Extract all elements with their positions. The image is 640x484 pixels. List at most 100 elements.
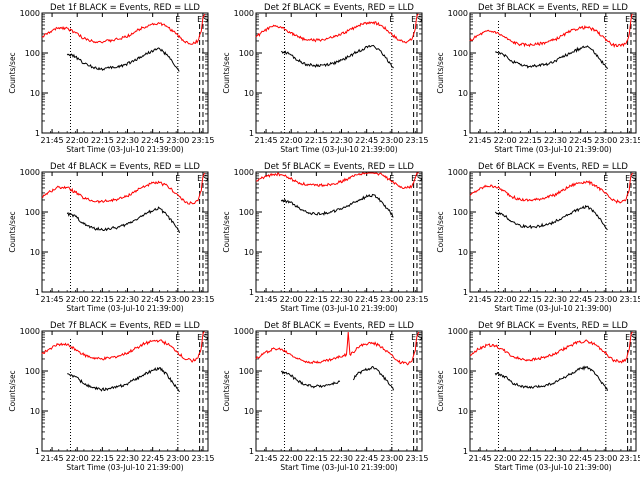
series-line-events — [280, 193, 394, 218]
marker-label: E — [175, 333, 180, 342]
panel-title: Det 2f BLACK = Events, RED = LLD — [264, 3, 414, 13]
x-tick-label: 21:45 — [469, 136, 492, 145]
axes-frame — [255, 330, 423, 452]
x-axis-label: Start Time (03-Jul-10 21:39:00) — [280, 463, 397, 472]
x-tick-label: 22:15 — [519, 454, 542, 463]
y-axis-label: Counts/sec — [8, 52, 17, 93]
y-tick-label: 10 — [458, 407, 468, 416]
y-tick-label: 1000 — [234, 327, 254, 336]
axes-frame — [255, 12, 423, 134]
series-line-lld — [255, 331, 420, 366]
x-axis-label: Start Time (03-Jul-10 21:39:00) — [494, 463, 611, 472]
marker-label: S — [417, 15, 422, 24]
y-tick-label: 100 — [453, 367, 468, 376]
y-tick-label: 1000 — [448, 9, 468, 18]
y-tick-label: 1 — [249, 129, 254, 138]
y-tick-label: 100 — [25, 208, 40, 217]
x-axis-label: Start Time (03-Jul-10 21:39:00) — [66, 304, 183, 313]
x-axis-label: Start Time (03-Jul-10 21:39:00) — [66, 145, 183, 154]
marker-label: E — [411, 333, 416, 342]
y-tick-label: 100 — [239, 49, 254, 58]
axes-frame — [255, 171, 423, 293]
y-tick-label: 100 — [239, 367, 254, 376]
x-tick-label: 22:15 — [305, 454, 328, 463]
x-tick-label: 22:00 — [280, 295, 303, 304]
x-tick-label: 23:00 — [166, 295, 189, 304]
x-tick-label: 23:15 — [619, 136, 640, 145]
x-axis-label: Start Time (03-Jul-10 21:39:00) — [494, 145, 611, 154]
x-axis-label: Start Time (03-Jul-10 21:39:00) — [280, 145, 397, 154]
marker-label: S — [203, 174, 208, 183]
marker-label: E — [389, 174, 394, 183]
x-tick-label: 23:15 — [191, 295, 214, 304]
y-axis-label: Counts/sec — [8, 211, 17, 252]
y-tick-label: 10 — [244, 407, 254, 416]
y-tick-label: 1 — [35, 129, 40, 138]
x-tick-label: 22:00 — [494, 295, 517, 304]
y-axis-label: Counts/sec — [436, 211, 445, 252]
x-tick-label: 22:00 — [280, 454, 303, 463]
x-tick-label: 22:30 — [330, 136, 353, 145]
x-tick-label: 22:00 — [66, 295, 89, 304]
y-tick-label: 10 — [458, 248, 468, 257]
x-tick-label: 23:15 — [191, 136, 214, 145]
y-axis-label: Counts/sec — [222, 370, 231, 411]
x-tick-label: 22:45 — [569, 454, 592, 463]
marker-label: E — [175, 15, 180, 24]
panel-title: Det 1f BLACK = Events, RED = LLD — [50, 3, 200, 13]
marker-label: E — [603, 333, 608, 342]
y-tick-label: 10 — [244, 248, 254, 257]
series-line-events — [494, 204, 608, 231]
y-axis-label: Counts/sec — [222, 211, 231, 252]
marker-label: E — [389, 15, 394, 24]
x-tick-label: 23:00 — [594, 136, 617, 145]
x-tick-label: 21:45 — [41, 454, 64, 463]
marker-label: E — [197, 15, 202, 24]
marker-label: E — [625, 15, 630, 24]
marker-label: S — [203, 15, 208, 24]
panel-det-7: Det 7f BLACK = Events, RED = LLD 1 10 100 10… — [8, 321, 215, 472]
x-tick-label: 22:15 — [519, 136, 542, 145]
x-tick-label: 22:00 — [494, 454, 517, 463]
series-line-lld — [469, 13, 633, 49]
x-tick-label: 22:30 — [116, 295, 139, 304]
y-tick-label: 1000 — [234, 9, 254, 18]
series-line-lld — [469, 172, 634, 204]
y-tick-label: 10 — [458, 89, 468, 98]
x-tick-label: 21:45 — [255, 136, 278, 145]
x-tick-label: 23:00 — [380, 136, 403, 145]
axes-frame — [41, 12, 209, 134]
marker-label: S — [417, 333, 422, 342]
x-tick-label: 22:30 — [544, 295, 567, 304]
marker-label: E — [389, 333, 394, 342]
y-axis-label: Counts/sec — [222, 52, 231, 93]
marker-label: E — [411, 174, 416, 183]
x-tick-label: 21:45 — [255, 454, 278, 463]
axes-frame — [41, 171, 209, 293]
axes-frame — [469, 330, 637, 452]
x-tick-label: 23:00 — [166, 136, 189, 145]
x-tick-label: 23:00 — [594, 454, 617, 463]
panel-title: Det 3f BLACK = Events, RED = LLD — [478, 3, 628, 13]
x-tick-label: 22:45 — [141, 454, 164, 463]
x-tick-label: 22:45 — [355, 136, 378, 145]
y-tick-label: 10 — [30, 89, 40, 98]
x-tick-label: 21:45 — [469, 295, 492, 304]
x-tick-label: 22:00 — [66, 454, 89, 463]
series-line-lld — [469, 331, 633, 364]
axes-frame — [469, 12, 637, 134]
series-line-events — [66, 47, 180, 72]
x-tick-label: 22:15 — [91, 295, 114, 304]
y-tick-label: 1000 — [448, 168, 468, 177]
marker-label: E — [625, 174, 630, 183]
series-line-lld — [41, 331, 205, 363]
y-tick-label: 1000 — [448, 327, 468, 336]
y-tick-label: 1 — [463, 129, 468, 138]
x-tick-label: 22:15 — [305, 136, 328, 145]
x-tick-label: 23:00 — [380, 295, 403, 304]
y-tick-label: 1000 — [20, 327, 40, 336]
y-tick-label: 100 — [25, 367, 40, 376]
x-tick-label: 22:15 — [519, 295, 542, 304]
x-tick-label: 22:30 — [116, 454, 139, 463]
